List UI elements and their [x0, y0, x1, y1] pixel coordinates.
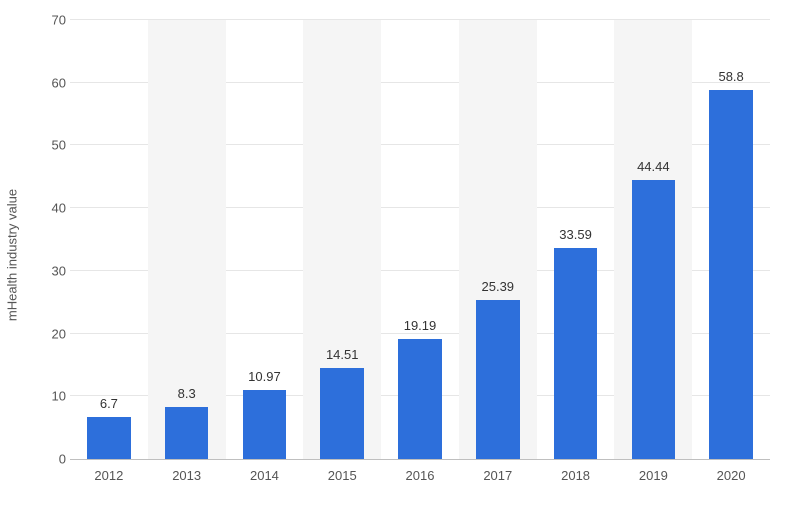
x-tick-label: 2013 [148, 468, 226, 483]
x-axis-labels: 201220132014201520162017201820192020 [70, 468, 770, 483]
bar: 58.8 [709, 90, 753, 459]
bar-value-label: 14.51 [326, 347, 359, 362]
y-tick-label: 70 [38, 13, 66, 28]
x-tick-label: 2015 [303, 468, 381, 483]
bar-group: 6.7 [70, 20, 148, 459]
bar: 10.97 [243, 390, 287, 459]
bar-value-label: 44.44 [637, 159, 670, 174]
x-tick-label: 2018 [537, 468, 615, 483]
bar: 33.59 [554, 248, 598, 459]
x-tick-label: 2012 [70, 468, 148, 483]
bar-group: 58.8 [692, 20, 770, 459]
bar: 19.19 [398, 339, 442, 459]
plot-area: 010203040506070 6.78.310.9714.5119.1925.… [70, 20, 770, 460]
bar-value-label: 10.97 [248, 369, 281, 384]
background-band [70, 20, 148, 459]
bar-group: 25.39 [459, 20, 537, 459]
bar-value-label: 8.3 [178, 386, 196, 401]
bar: 14.51 [320, 368, 364, 459]
bar: 8.3 [165, 407, 209, 459]
y-axis-label: mHealth industry value [5, 189, 20, 321]
x-tick-label: 2020 [692, 468, 770, 483]
bar: 44.44 [632, 180, 676, 459]
bars-group: 6.7 8.3 10.97 14.51 19.19 25.39 33.59 44.44 58.8 [70, 20, 770, 459]
y-tick-label: 40 [38, 201, 66, 216]
bar: 25.39 [476, 300, 520, 459]
bar-value-label: 25.39 [482, 279, 515, 294]
y-tick-label: 0 [38, 452, 66, 467]
bar-value-label: 6.7 [100, 396, 118, 411]
y-tick-label: 50 [38, 138, 66, 153]
bar: 6.7 [87, 417, 131, 459]
x-tick-label: 2019 [614, 468, 692, 483]
bar-group: 8.3 [148, 20, 226, 459]
x-tick-label: 2014 [226, 468, 304, 483]
bar-chart-container: mHealth industry value 0 10 20 30 40 50 60 70 6… [0, 0, 800, 510]
bar-value-label: 19.19 [404, 318, 437, 333]
bar-value-label: 33.59 [559, 227, 592, 242]
y-tick-label: 20 [38, 326, 66, 341]
x-tick-label: 2016 [381, 468, 459, 483]
bar-group: 33.59 [537, 20, 615, 459]
y-tick-label: 60 [38, 75, 66, 90]
bar-value-label: 58.8 [718, 69, 743, 84]
bar-group: 14.51 [303, 20, 381, 459]
bar-group: 19.19 [381, 20, 459, 459]
y-tick-label: 30 [38, 263, 66, 278]
y-tick-label: 10 [38, 389, 66, 404]
bar-group: 10.97 [226, 20, 304, 459]
bar-group: 44.44 [614, 20, 692, 459]
x-tick-label: 2017 [459, 468, 537, 483]
